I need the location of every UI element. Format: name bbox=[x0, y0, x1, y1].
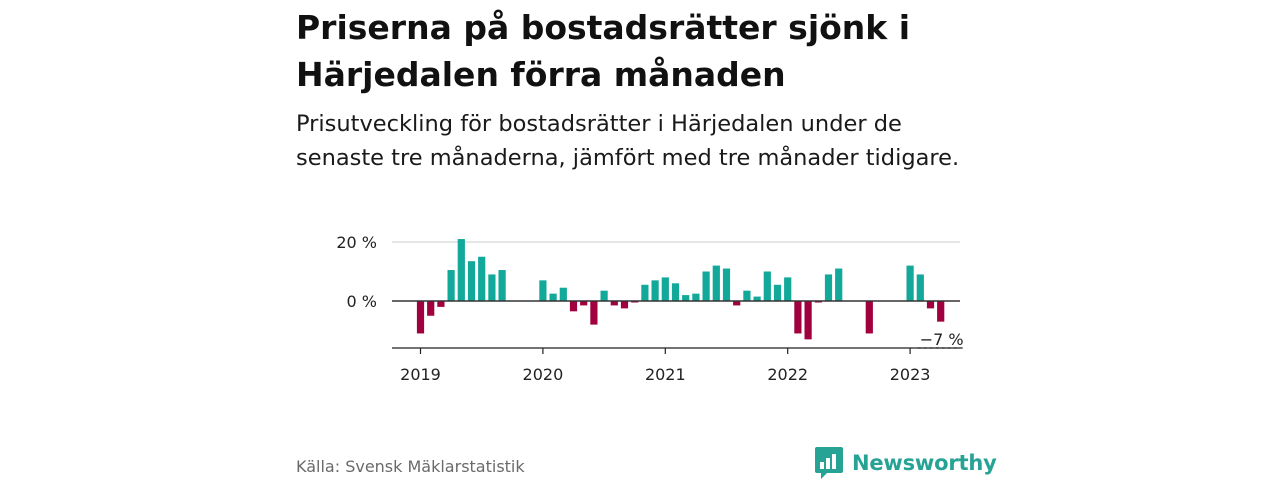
bar-2019-07 bbox=[478, 256, 486, 301]
bar-2020-11 bbox=[641, 284, 649, 301]
bar-2020-08 bbox=[610, 301, 618, 306]
bar-2021-01 bbox=[661, 277, 669, 301]
brand-logo: Newsworthy bbox=[814, 446, 997, 480]
bar-2019-04 bbox=[447, 270, 455, 301]
bar-2020-09 bbox=[620, 301, 629, 309]
bar-2022-05 bbox=[824, 274, 833, 301]
bar-2021-10 bbox=[753, 296, 761, 301]
bar-2021-08 bbox=[733, 301, 741, 306]
x-tick-label: 2019 bbox=[400, 365, 441, 384]
newsworthy-logo-icon bbox=[815, 447, 843, 479]
bar-2021-06 bbox=[712, 265, 720, 301]
chart-subtitle: Prisutveckling för bostadsrätter i Härje… bbox=[296, 111, 960, 171]
bar-2019-05 bbox=[457, 239, 465, 301]
bar-2020-12 bbox=[651, 280, 659, 301]
x-tick-label: 2022 bbox=[767, 365, 808, 384]
bar-2021-03 bbox=[682, 295, 690, 301]
bar-2023-01 bbox=[906, 265, 914, 301]
bar-2019-03 bbox=[437, 301, 445, 307]
source-note: Källa: Svensk Mäklarstatistik bbox=[296, 457, 525, 476]
bar-2019-01 bbox=[416, 301, 425, 334]
bar-2019-02 bbox=[427, 301, 435, 316]
bar-chart: 20 % 0 % 2019 2020 2021 2022 2023 −7 % bbox=[336, 233, 964, 384]
bar-2021-09 bbox=[743, 290, 751, 301]
bar-2022-03 bbox=[804, 301, 812, 340]
bar-2021-02 bbox=[671, 283, 680, 301]
bar-2021-04 bbox=[692, 293, 700, 301]
x-tick-label: 2021 bbox=[645, 365, 686, 384]
x-tick-label: 2020 bbox=[523, 365, 564, 384]
bar-2020-02 bbox=[549, 293, 557, 301]
chart-card: Priserna på bostadsrätter sjönk i Härjed… bbox=[296, 0, 997, 480]
bar-2020-06 bbox=[590, 301, 598, 325]
bar-2019-06 bbox=[467, 261, 476, 301]
bar-2020-07 bbox=[600, 290, 608, 301]
bar-2021-05 bbox=[702, 271, 710, 301]
bar-2019-09 bbox=[498, 270, 506, 301]
bar-2021-07 bbox=[722, 268, 731, 301]
chart-title: Priserna på bostadsrätter sjönk i Härjed… bbox=[296, 8, 911, 94]
bar-2020-01 bbox=[539, 280, 547, 301]
bar-2022-09 bbox=[865, 301, 873, 334]
annotation-label: −7 % bbox=[920, 330, 964, 349]
brand-name: Newsworthy bbox=[852, 451, 997, 475]
bar-2023-03 bbox=[926, 301, 935, 309]
y-tick-label: 0 % bbox=[347, 292, 377, 311]
bar-2022-06 bbox=[835, 268, 843, 301]
bar-2022-02 bbox=[794, 301, 802, 334]
bar-2021-11 bbox=[763, 271, 771, 301]
bar-2020-03 bbox=[559, 287, 567, 301]
bar-2021-12 bbox=[773, 284, 782, 301]
bar-2023-04 bbox=[937, 301, 945, 322]
y-tick-label: 20 % bbox=[336, 233, 377, 252]
bar-2022-01 bbox=[784, 277, 792, 301]
bar-2023-02 bbox=[916, 274, 924, 301]
bar-2020-05 bbox=[580, 301, 588, 306]
x-tick-label: 2023 bbox=[890, 365, 931, 384]
bar-2020-04 bbox=[569, 301, 578, 312]
bar-2019-08 bbox=[488, 274, 496, 301]
